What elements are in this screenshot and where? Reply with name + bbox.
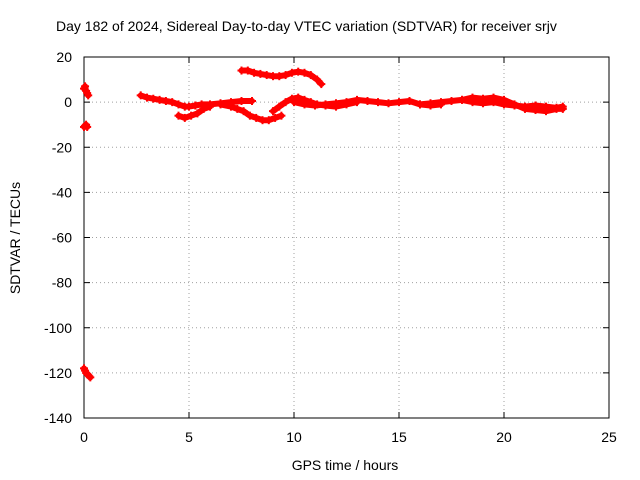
y-tick-label: 0 [64, 94, 72, 110]
x-tick-label: 20 [496, 429, 512, 445]
y-tick-labels: 20 0 -20 -40 -60 -80 -100 -120 -140 [44, 49, 72, 426]
grid-lines [84, 57, 609, 418]
data-trace [270, 94, 360, 115]
x-tick-label: 15 [391, 429, 407, 445]
data-trace [175, 103, 213, 121]
data-trace [291, 96, 444, 109]
x-tick-label: 10 [286, 429, 302, 445]
y-tick-label: 20 [56, 49, 72, 65]
axis-ticks [83, 56, 610, 419]
y-tick-label: -120 [44, 365, 72, 381]
y-tick-label: -40 [52, 184, 72, 200]
data-trace [81, 365, 94, 381]
data-trace [217, 101, 285, 124]
data-trace [417, 96, 566, 111]
x-axis-label: GPS time / hours [292, 457, 399, 473]
y-tick-label: -20 [52, 139, 72, 155]
x-tick-label: 0 [80, 429, 88, 445]
data-trace [137, 92, 255, 110]
y-tick-label: -60 [52, 230, 72, 246]
y-tick-label: -140 [44, 410, 72, 426]
data-trace [459, 94, 566, 115]
x-tick-labels: 0 5 10 15 20 25 [80, 429, 617, 445]
data-points [80, 66, 567, 382]
y-axis-label: SDTVAR / TECUs [7, 182, 23, 294]
y-tick-label: -100 [44, 320, 72, 336]
data-trace [81, 83, 92, 99]
chart-title: Day 182 of 2024, Sidereal Day-to-day VTE… [56, 18, 557, 34]
data-trace [81, 121, 91, 130]
x-tick-label: 5 [185, 429, 193, 445]
y-tick-label: -80 [52, 275, 72, 291]
data-trace [238, 67, 325, 88]
x-tick-label: 25 [601, 429, 617, 445]
